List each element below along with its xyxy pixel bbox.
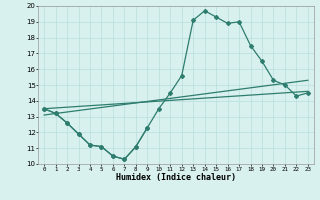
X-axis label: Humidex (Indice chaleur): Humidex (Indice chaleur) — [116, 173, 236, 182]
